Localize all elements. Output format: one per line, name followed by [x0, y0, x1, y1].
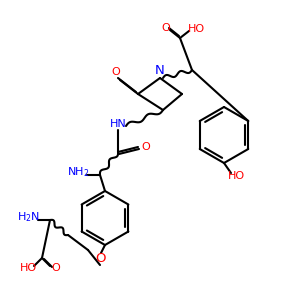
Text: HO: HO — [188, 24, 205, 34]
Text: HN: HN — [110, 119, 126, 129]
Text: N: N — [155, 64, 165, 77]
Text: NH$_2$: NH$_2$ — [67, 165, 89, 179]
Text: O: O — [112, 67, 120, 77]
Text: HO: HO — [20, 263, 37, 273]
Text: O: O — [95, 253, 105, 266]
Text: O: O — [52, 263, 60, 273]
Text: O: O — [162, 23, 170, 33]
Text: O: O — [142, 142, 150, 152]
Text: H$_2$N: H$_2$N — [16, 210, 40, 224]
Text: HO: HO — [227, 171, 244, 181]
